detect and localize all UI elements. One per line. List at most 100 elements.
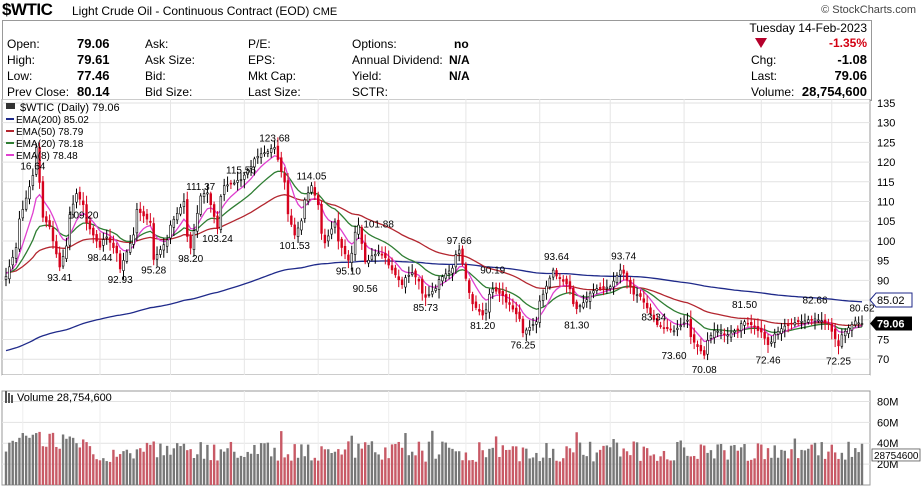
- price-candle: [478, 304, 481, 316]
- volume-bar: [337, 449, 340, 485]
- volume-bar: [609, 447, 612, 485]
- price-candle: [578, 303, 582, 313]
- price-candle: [605, 279, 609, 294]
- price-candle: [417, 276, 421, 290]
- price-candle: [266, 148, 270, 158]
- price-candle: [632, 278, 635, 301]
- price-annotation: 95.28: [141, 266, 166, 277]
- price-candle: [159, 245, 162, 258]
- price-candle: [88, 216, 92, 235]
- volume-bar: [290, 460, 293, 485]
- price-candle: [723, 328, 726, 343]
- volume-bar: [92, 454, 95, 485]
- price-annotation: 82.66: [802, 295, 827, 306]
- price-candle: [199, 193, 202, 217]
- price-candle: [706, 332, 709, 361]
- volume-bar: [501, 445, 505, 485]
- volume-bar: [676, 441, 679, 485]
- svg-text:28754600: 28754600: [874, 451, 919, 462]
- volume-bar: [669, 460, 672, 485]
- price-candle: [770, 336, 773, 347]
- volume-bar: [4, 451, 8, 485]
- volume-bar: [692, 455, 696, 485]
- price-candle: [186, 191, 189, 243]
- price-candle: [424, 286, 427, 307]
- prev-close-value: 80.14: [77, 84, 110, 99]
- price-candle: [457, 244, 461, 262]
- volume-y-tick: 60M: [877, 417, 898, 429]
- x-tick-label: Jun: [247, 378, 265, 379]
- price-candle: [797, 316, 800, 326]
- price-candle: [222, 178, 226, 201]
- price-candle: [233, 179, 236, 186]
- volume-bar: [71, 437, 75, 485]
- volume-bar: [347, 441, 350, 485]
- price-candle: [565, 275, 568, 293]
- volume-bar: [132, 458, 135, 485]
- price-candle: [51, 220, 55, 249]
- volume-bar: [112, 449, 115, 485]
- price-candle: [669, 322, 672, 333]
- open-label: Open:: [7, 37, 40, 51]
- price-candle: [65, 237, 68, 263]
- price-candle: [340, 236, 343, 257]
- price-candle: [518, 304, 521, 322]
- price-candle: [474, 295, 478, 311]
- price-annotation: 73.60: [662, 351, 687, 362]
- price-candle: [380, 246, 384, 259]
- price-candle: [162, 237, 165, 258]
- volume-bar: [454, 451, 458, 485]
- volume-bar: [212, 444, 216, 485]
- price-candle: [817, 313, 820, 324]
- price-annotation: 81.30: [564, 321, 589, 332]
- price-candle: [592, 283, 595, 299]
- volume-bar: [857, 452, 860, 485]
- volume-bar: [41, 446, 45, 485]
- price-candle: [68, 206, 71, 251]
- volume-bar: [14, 442, 18, 485]
- volume-bar: [256, 453, 259, 485]
- price-annotation: 85.73: [413, 303, 438, 314]
- price-candle: [504, 286, 508, 309]
- volume-bar: [568, 448, 572, 485]
- volume-bar: [783, 450, 786, 485]
- price-candle: [41, 176, 45, 223]
- pe-label: P/E:: [248, 37, 271, 51]
- price-candle: [82, 192, 85, 212]
- volume-bar: [400, 447, 404, 485]
- volume-bar: [397, 441, 400, 485]
- volume-bar: [739, 447, 743, 485]
- change-percent: -1.35%: [828, 36, 867, 50]
- price-candle: [481, 302, 484, 320]
- price-candle: [679, 317, 682, 331]
- price-candle: [390, 257, 394, 274]
- price-candle: [8, 259, 11, 284]
- volume-bar: [575, 432, 578, 485]
- price-candle: [135, 202, 139, 241]
- volume-bar: [572, 452, 575, 485]
- price-candle: [421, 275, 424, 301]
- y-tick-label: 105: [877, 216, 895, 228]
- volume-bar: [58, 448, 61, 485]
- price-candle: [649, 303, 652, 316]
- quote-panel: Open: 79.06 High: 79.61 Low: 77.46 Prev …: [2, 20, 872, 101]
- price-annotation: 72.46: [755, 356, 780, 367]
- price-candle: [112, 235, 115, 254]
- volume-y-tick: 80M: [877, 396, 898, 408]
- volume-bar: [296, 457, 300, 485]
- volume-bar: [461, 460, 464, 485]
- price-candle: [498, 282, 501, 303]
- volume-bar: [840, 452, 844, 485]
- price-candle: [35, 143, 38, 177]
- price-annotation: 90.56: [353, 284, 378, 295]
- price-candle: [118, 250, 122, 273]
- price-candle: [323, 228, 327, 249]
- volume-bar: [743, 444, 746, 485]
- volume-bar: [823, 458, 827, 485]
- price-candle: [155, 246, 159, 267]
- price-candle: [145, 209, 149, 226]
- price-annotation: 101.53: [279, 241, 310, 252]
- price-candle: [219, 194, 223, 234]
- volume-bar: [162, 455, 165, 485]
- price-candle: [229, 179, 233, 190]
